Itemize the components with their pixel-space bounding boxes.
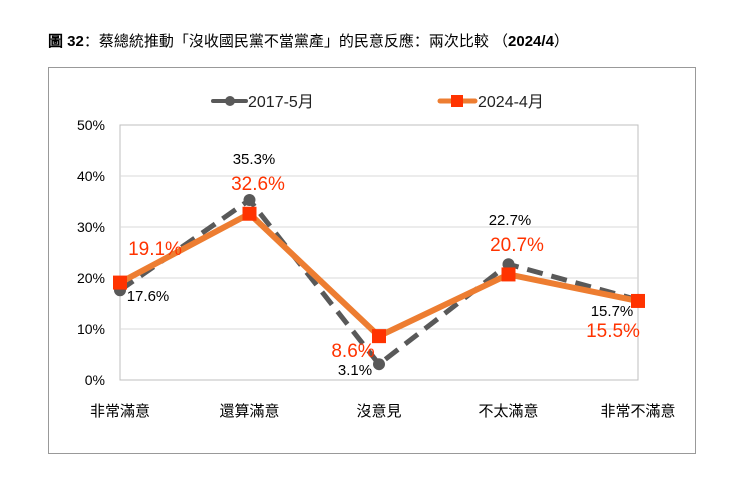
data-label-2024: 32.6%	[231, 174, 285, 195]
legend-marker-2024	[451, 95, 463, 107]
data-label-2017: 3.1%	[338, 362, 372, 379]
y-tick-label: 50%	[77, 117, 105, 133]
data-label-2024: 19.1%	[128, 239, 182, 260]
data-point-2017	[243, 193, 256, 206]
x-tick-label: 非常不滿意	[600, 402, 675, 420]
data-label-2017: 35.3%	[233, 151, 276, 168]
y-tick-label: 30%	[77, 219, 105, 235]
legend-label-2017: 2017-5月	[248, 94, 314, 111]
data-point-2024	[113, 275, 127, 290]
data-label-2024: 15.5%	[586, 321, 640, 342]
data-point-2024	[631, 293, 645, 308]
series-line-2017	[118, 196, 639, 368]
y-tick-label: 10%	[77, 321, 105, 337]
data-label-2017: 15.7%	[591, 303, 634, 320]
x-tick-label: 非常滿意	[90, 402, 150, 420]
data-point-2017	[502, 258, 515, 271]
data-point-2024	[242, 206, 257, 221]
chart-title: 圖 32：蔡總統推動「沒收國民黨不當黨產」的民意反應：兩次比較 （2024/4）	[48, 30, 569, 51]
data-point-2017	[373, 358, 385, 371]
data-point-2024	[501, 267, 516, 282]
y-tick-label: 0%	[85, 372, 105, 388]
series-line-2024	[118, 210, 639, 340]
data-label-2024: 8.6%	[331, 341, 374, 362]
y-tick-label: 20%	[77, 270, 105, 286]
title-text: ：蔡總統推動「沒收國民黨不當黨產」的民意反應：兩次比較 （	[83, 33, 509, 50]
title-year: 2024/4	[508, 33, 554, 50]
chart-frame	[48, 67, 696, 454]
x-tick-label: 不太滿意	[478, 402, 538, 420]
x-tick-label: 還算滿意	[219, 402, 279, 420]
legend-label-2024: 2024-4月	[478, 94, 544, 111]
data-label-2024: 20.7%	[490, 235, 544, 256]
data-label-2017: 22.7%	[489, 212, 532, 229]
title-suffix: ）	[553, 33, 569, 50]
figure-number: 圖 32	[48, 33, 84, 50]
y-tick-label: 40%	[77, 168, 105, 184]
data-point-2024	[372, 329, 386, 344]
data-label-2017: 17.6%	[127, 288, 170, 305]
x-tick-label: 沒意見	[356, 402, 401, 420]
plot-area	[119, 124, 639, 381]
legend-marker-2017	[225, 96, 235, 106]
